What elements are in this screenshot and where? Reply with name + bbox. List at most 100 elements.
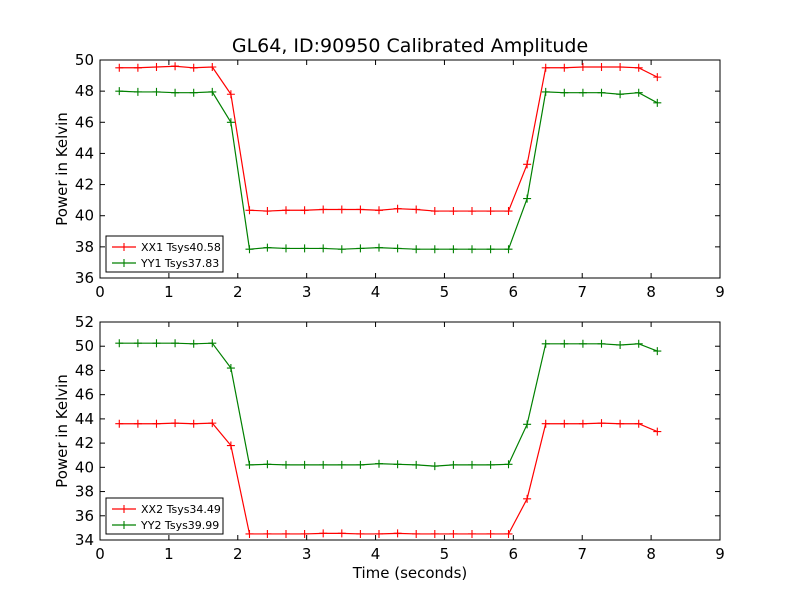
y-tick-label: 52 (75, 313, 94, 331)
legend-marker (120, 521, 128, 529)
data-point (115, 63, 124, 72)
plot-area (99, 321, 721, 541)
data-point (523, 194, 532, 203)
data-point (393, 204, 402, 213)
data-point (541, 63, 550, 72)
data-point (486, 460, 495, 469)
data-point (152, 419, 161, 428)
data-point (171, 339, 180, 348)
data-point (300, 206, 309, 215)
data-point (578, 419, 587, 428)
data-point (189, 419, 198, 428)
y-tick-label: 46 (75, 113, 94, 131)
data-point (560, 339, 569, 348)
data-point (375, 459, 383, 468)
series-line-0 (119, 65, 658, 212)
data-point (263, 243, 272, 252)
x-tick-label: 5 (440, 545, 450, 563)
x-tick-label: 4 (371, 283, 381, 301)
data-point (115, 87, 124, 96)
data-point (133, 87, 142, 96)
data-point (189, 63, 198, 72)
data-point (597, 339, 606, 348)
data-point (282, 244, 290, 253)
data-point (560, 88, 569, 97)
legend-marker (120, 259, 128, 267)
x-tick-label: 0 (95, 545, 105, 563)
data-point (171, 62, 180, 71)
y-tick-label: 36 (75, 269, 94, 287)
data-point (226, 364, 235, 373)
x-tick-label: 2 (233, 545, 243, 563)
data-point (245, 529, 254, 538)
data-point (430, 529, 439, 538)
data-point (319, 529, 328, 538)
data-point (616, 63, 625, 72)
data-point (282, 206, 290, 215)
data-point (634, 339, 643, 348)
data-point (171, 88, 180, 97)
x-tick-label: 1 (164, 283, 174, 301)
plot-area (99, 59, 721, 279)
y-tick-label: 50 (75, 337, 94, 355)
x-tick-label: 9 (715, 545, 725, 563)
data-point (393, 529, 402, 538)
x-tick-label: 1 (164, 545, 174, 563)
x-tick-label: 3 (302, 283, 312, 301)
data-point (468, 529, 476, 538)
data-point (226, 90, 235, 99)
x-tick-label: 5 (440, 283, 450, 301)
data-point (616, 419, 625, 428)
data-point (412, 460, 421, 469)
legend-marker (120, 505, 128, 513)
top-panel: 0 1 2 3 4 5 6 7 8 9 36 38 40 42 44 46 48 50 Power in Kelvi… (53, 51, 725, 301)
data-point (449, 207, 458, 216)
data-point (337, 205, 346, 214)
x-tick-label: 4 (371, 545, 381, 563)
data-point (504, 460, 513, 469)
data-point (226, 118, 235, 127)
y-axis-label: Power in Kelvin (53, 374, 71, 488)
data-point (560, 63, 569, 72)
data-point (133, 419, 142, 428)
data-point (653, 98, 662, 107)
y-tick-label: 34 (75, 531, 94, 549)
data-point (337, 460, 346, 469)
data-point (337, 529, 346, 538)
data-point (133, 63, 142, 72)
data-point (282, 529, 290, 538)
data-point (282, 460, 290, 469)
x-tick-label: 2 (233, 283, 243, 301)
data-point (300, 529, 309, 538)
y-tick-label: 40 (75, 458, 94, 476)
data-point (319, 244, 328, 253)
data-point (523, 420, 532, 429)
y-tick-label: 48 (75, 361, 94, 379)
data-point (597, 88, 606, 97)
series-line-1 (119, 90, 658, 250)
data-point (208, 339, 217, 348)
data-point (319, 205, 328, 214)
data-point (263, 529, 272, 538)
data-point (468, 207, 476, 216)
data-point (263, 460, 272, 469)
data-point (263, 207, 272, 216)
data-point (430, 207, 439, 216)
y-axis-label: Power in Kelvin (53, 112, 71, 226)
data-point (449, 245, 458, 254)
data-point (115, 419, 124, 428)
data-point (468, 245, 476, 254)
data-point (115, 339, 124, 348)
x-tick-label: 3 (302, 545, 312, 563)
data-point (412, 205, 421, 214)
y-tick-label: 50 (75, 51, 94, 69)
data-point (245, 245, 254, 254)
data-point (486, 207, 495, 216)
x-tick-label: 8 (646, 545, 656, 563)
series-line-1 (119, 342, 658, 467)
data-point (356, 529, 365, 538)
legend-label: XX1 Tsys40.58 (141, 241, 221, 254)
data-point (449, 529, 458, 538)
y-tick-label: 42 (75, 176, 94, 194)
